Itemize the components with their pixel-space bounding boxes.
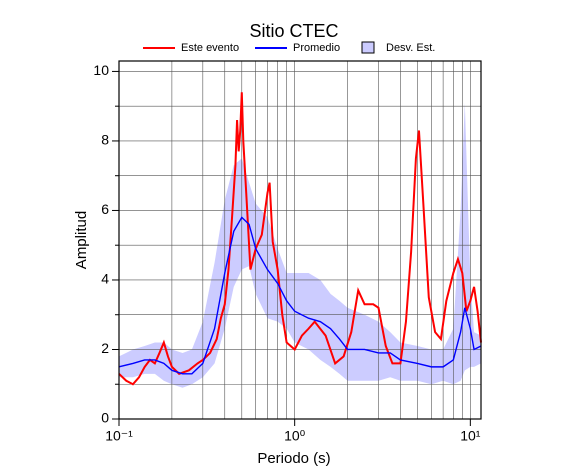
x-tick-label: 10¹ <box>460 428 481 444</box>
chart-title: Sitio CTEC <box>249 21 338 41</box>
line-series <box>118 216 482 375</box>
y-tick-label: 6 <box>101 201 109 217</box>
y-tick-label: 0 <box>101 410 109 426</box>
y-axis-label: Amplitud <box>73 211 90 269</box>
y-tick-label: 4 <box>101 271 109 287</box>
line-series <box>118 92 482 386</box>
legend-swatch <box>361 41 375 54</box>
y-tick-label: 10 <box>93 62 109 78</box>
x-tick-label: 10⁻¹ <box>105 428 133 444</box>
y-tick-label: 8 <box>101 132 109 148</box>
y-tick-label: 2 <box>101 340 109 356</box>
std-band <box>119 102 481 388</box>
legend-label: Desv. Est. <box>386 42 435 54</box>
plot-frame <box>118 60 482 420</box>
x-axis-label: Periodo (s) <box>257 450 330 467</box>
legend-label: Este evento <box>181 42 239 54</box>
legend-label: Promedio <box>293 42 340 54</box>
x-tick-label: 10⁰ <box>284 428 306 444</box>
